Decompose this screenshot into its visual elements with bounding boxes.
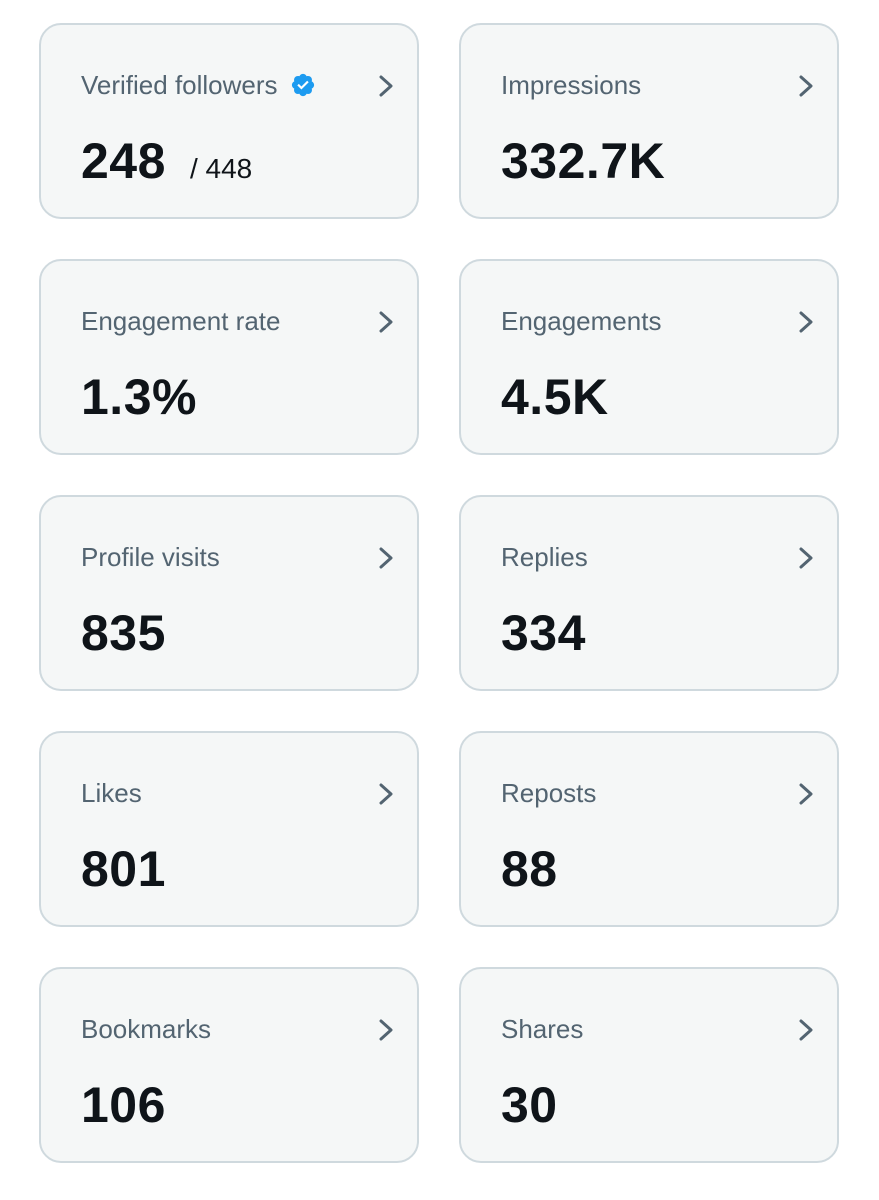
metric-card-reposts[interactable]: Reposts 88 bbox=[459, 731, 839, 927]
metric-label: Profile visits bbox=[81, 542, 220, 572]
metric-value: 4.5K bbox=[501, 369, 609, 425]
chevron-right-icon bbox=[373, 543, 399, 573]
metric-value: 801 bbox=[81, 841, 166, 897]
metric-card-impressions[interactable]: Impressions 332.7K bbox=[459, 23, 839, 219]
metrics-grid: Verified followers 248 / 448 Impressions… bbox=[39, 23, 839, 1163]
value-row: 334 bbox=[501, 603, 586, 663]
chevron-right-icon bbox=[793, 71, 819, 101]
metric-card-likes[interactable]: Likes 801 bbox=[39, 731, 419, 927]
metric-label: Replies bbox=[501, 542, 588, 572]
metric-card-engagement-rate[interactable]: Engagement rate 1.3% bbox=[39, 259, 419, 455]
chevron-right-icon bbox=[793, 779, 819, 809]
metric-value: 88 bbox=[501, 841, 558, 897]
value-row: 4.5K bbox=[501, 367, 609, 427]
metric-card-shares[interactable]: Shares 30 bbox=[459, 967, 839, 1163]
metric-label: Impressions bbox=[501, 70, 642, 100]
metric-card-bookmarks[interactable]: Bookmarks 106 bbox=[39, 967, 419, 1163]
metric-label: Engagements bbox=[501, 306, 662, 336]
metric-card-verified-followers[interactable]: Verified followers 248 / 448 bbox=[39, 23, 419, 219]
metric-value: 106 bbox=[81, 1077, 166, 1133]
value-row: 30 bbox=[501, 1075, 558, 1135]
metric-total: / 448 bbox=[189, 153, 253, 184]
chevron-right-icon bbox=[793, 307, 819, 337]
value-row: 106 bbox=[81, 1075, 166, 1135]
metric-label: Shares bbox=[501, 1014, 584, 1044]
metric-value: 248 bbox=[81, 133, 166, 189]
chevron-right-icon bbox=[373, 1015, 399, 1045]
value-row: 88 bbox=[501, 839, 558, 899]
value-row: 1.3% bbox=[81, 367, 197, 427]
label-row: Verified followers bbox=[81, 69, 316, 101]
value-row: 248 / 448 bbox=[81, 131, 252, 191]
chevron-right-icon bbox=[373, 71, 399, 101]
value-row: 801 bbox=[81, 839, 166, 899]
metric-label: Engagement rate bbox=[81, 306, 281, 336]
label-row: Replies bbox=[501, 541, 588, 573]
metric-card-replies[interactable]: Replies 334 bbox=[459, 495, 839, 691]
label-row: Profile visits bbox=[81, 541, 220, 573]
metric-value: 30 bbox=[501, 1077, 558, 1133]
metric-value: 835 bbox=[81, 605, 166, 661]
label-row: Reposts bbox=[501, 777, 596, 809]
chevron-right-icon bbox=[373, 307, 399, 337]
metric-label: Likes bbox=[81, 778, 142, 808]
chevron-right-icon bbox=[373, 779, 399, 809]
value-row: 332.7K bbox=[501, 131, 665, 191]
label-row: Impressions bbox=[501, 69, 641, 101]
label-row: Bookmarks bbox=[81, 1013, 211, 1045]
chevron-right-icon bbox=[793, 543, 819, 573]
value-row: 835 bbox=[81, 603, 166, 663]
metric-label: Verified followers bbox=[81, 70, 278, 100]
metric-label: Reposts bbox=[501, 778, 597, 808]
metric-card-engagements[interactable]: Engagements 4.5K bbox=[459, 259, 839, 455]
metric-value: 332.7K bbox=[501, 133, 666, 189]
metric-label: Bookmarks bbox=[81, 1014, 212, 1044]
metric-card-profile-visits[interactable]: Profile visits 835 bbox=[39, 495, 419, 691]
verified-badge-icon bbox=[290, 72, 316, 98]
metric-value: 1.3% bbox=[81, 369, 197, 425]
label-row: Engagements bbox=[501, 305, 661, 337]
label-row: Shares bbox=[501, 1013, 583, 1045]
label-row: Engagement rate bbox=[81, 305, 280, 337]
metric-value: 334 bbox=[501, 605, 586, 661]
chevron-right-icon bbox=[793, 1015, 819, 1045]
label-row: Likes bbox=[81, 777, 142, 809]
